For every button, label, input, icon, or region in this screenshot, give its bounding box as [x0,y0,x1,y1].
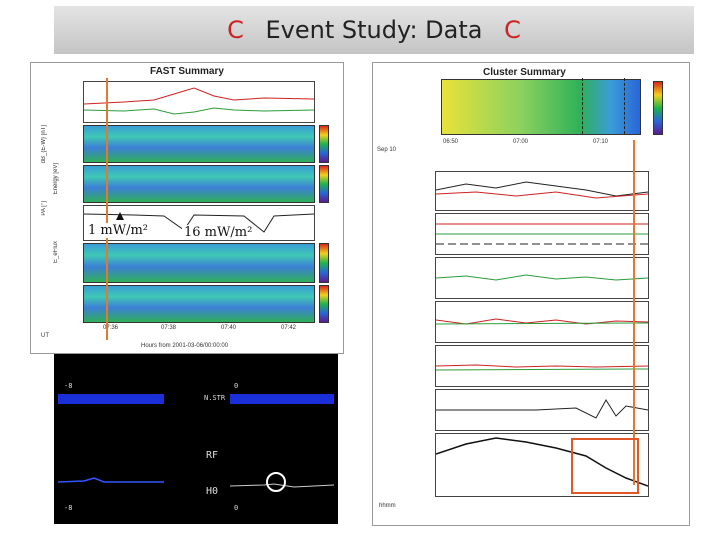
cluster-spectrogram [441,79,641,135]
annotation-arrow [116,212,124,220]
cluster-plot-5 [435,345,649,387]
allsky-band-left [58,394,164,404]
annotation-16mw: 16 mW/m² [182,225,255,240]
cluster-colorbar [653,81,663,135]
title-bullet-right: C [504,16,521,44]
cluster-plot-4 [435,301,649,343]
title-bullet-left: C [227,16,244,44]
fast-spectrogram-3 [83,243,315,283]
cluster-plot-6-svg [436,399,649,419]
cluster-plot-3 [435,257,649,299]
cluster-plot-2-svg [436,223,648,245]
cluster-plot-5-svg [435,364,649,371]
fast-ylabel-3: PA [°] [41,201,47,216]
fast-summary-panel: FAST Summary dB_{E-W} [nT] Energy [eV] P… [30,62,344,354]
cluster-time-tick-1: 06:50 [443,139,459,145]
fast-spectrogram-2 [83,165,315,203]
allsky-tag-rf: RF [206,450,219,461]
slide-title-bar: C Event Study: Data C [54,6,694,54]
cluster-date: Sep 10 [377,147,397,153]
cluster-plot-6 [435,389,649,431]
fast-mid-svg [83,213,315,233]
fast-ylabel-1: dB_{E-W} [nT] [41,125,47,164]
cluster-plot-2 [435,213,649,255]
cluster-summary-title: Cluster Summary [483,67,566,78]
allsky-label-right-top: 0 [234,382,239,390]
allsky-traces [57,477,335,488]
fast-line-svg [83,87,315,115]
cluster-dash-2 [624,78,625,134]
allsky-band-right [230,394,334,404]
allsky-panel: -8 -8 0 0 N.STR RF H0 [54,354,338,524]
fast-time-tick-2: 07:38 [161,325,177,331]
cluster-time-tick-3: 07:10 [593,139,609,145]
cluster-plot-1-svg [435,181,649,199]
fast-spectrogram-4 [83,285,315,323]
cluster-plot-3-svg [435,274,649,281]
fast-summary-title: FAST Summary [150,66,224,77]
cluster-event-marker [633,140,635,485]
cluster-plot-1 [435,171,649,211]
fast-colorbar-2 [319,165,329,203]
allsky-highlight-circle [266,472,286,492]
allsky-label-right-bottom: 0 [234,504,239,512]
fast-ylabel-4: E_eFlux [53,241,59,264]
cluster-highlight-box [571,438,639,494]
fast-footer: Hours from 2001-03-06/00:00:00 [141,343,229,349]
fast-spectrogram-1 [83,125,315,163]
fast-ut-label: UT [41,333,49,339]
allsky-label-left-top: -8 [64,382,73,390]
cluster-summary-panel: Cluster Summary Sep 10 06:50 07:00 07:10 [372,62,690,526]
fast-time-tick-4: 07:42 [281,325,297,331]
cluster-plot-7-svg [435,437,649,487]
cluster-plot-4-svg [435,318,649,325]
cluster-plot-7 [435,433,649,497]
cluster-dash-1 [582,78,583,134]
fast-time-tick-1: 07:36 [103,325,119,331]
fast-time-tick-3: 07:40 [221,325,237,331]
fast-colorbar-4 [319,285,329,323]
allsky-label-left-bottom: -8 [64,504,73,512]
fast-colorbar-3 [319,243,329,283]
slide-title-text: Event Study: Data [265,16,483,44]
allsky-tag-h0: H0 [206,486,219,497]
slide-title: C Event Study: Data C [54,16,694,44]
allsky-tag-nstr: N.STR [204,394,226,402]
annotation-1mw: 1 mW/m² [86,223,151,238]
fast-ylabel-2: Energy [eV] [53,163,59,195]
fast-event-marker [106,78,108,340]
cluster-time-tick-2: 07:00 [513,139,529,145]
fast-colorbar-1 [319,125,329,163]
cluster-hhmm: hhmm [379,503,396,509]
fast-line-plot-top [83,81,315,123]
